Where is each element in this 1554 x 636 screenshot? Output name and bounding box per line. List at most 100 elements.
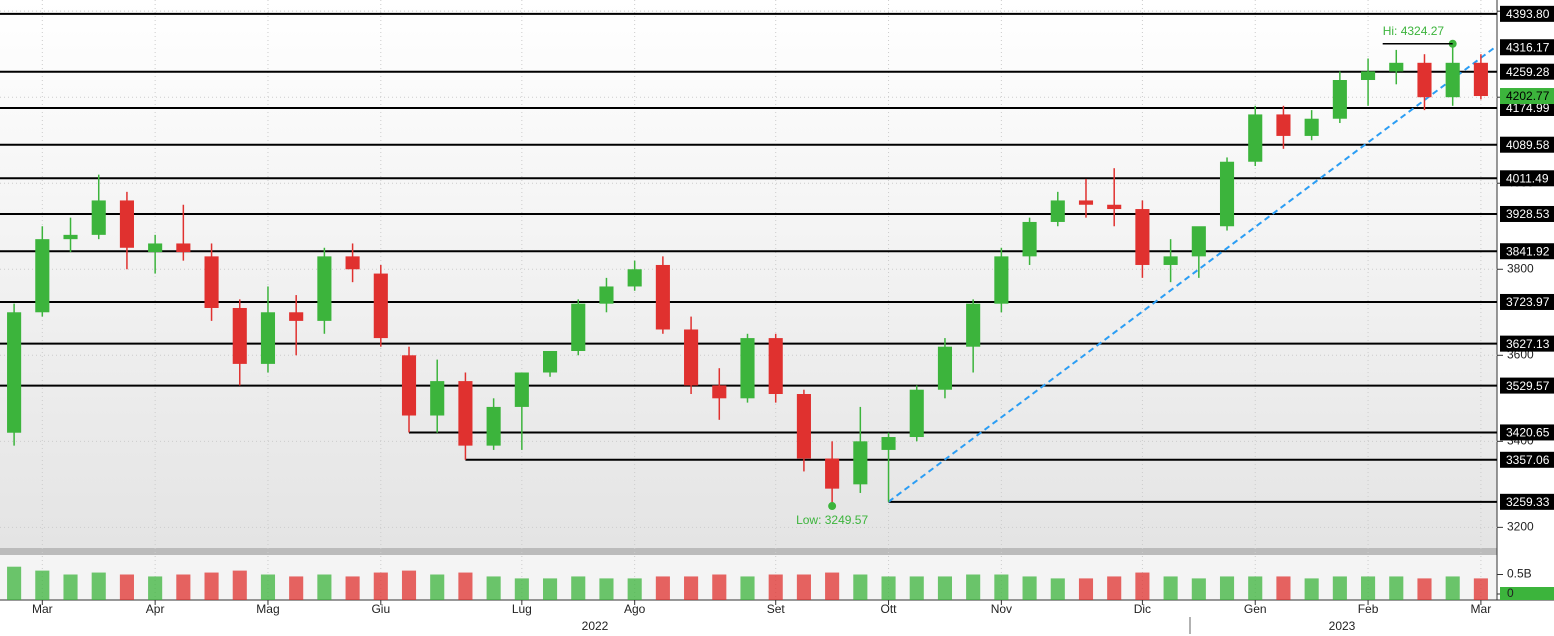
candle-body [148,243,163,253]
volume-bar [796,574,811,600]
plot-bg [0,0,1497,548]
candle-body [91,200,106,235]
candle-body [1107,204,1122,210]
volume-tag-box [1500,587,1554,600]
volume-bar [627,578,642,600]
low-label: Low: 3249.57 [796,513,868,527]
volume-bar [1191,578,1206,600]
candle-body [599,286,614,304]
x-tick-label: Ago [624,602,646,616]
candle-body [486,406,501,446]
volume-bar [119,574,134,600]
trend-tag-box [1500,39,1554,56]
candle-body [909,389,924,438]
volume-bar [401,570,417,600]
candle-body [825,458,840,489]
candle-body [853,441,868,485]
candle-body [514,372,529,407]
volume-bar [486,576,501,600]
level-tag-box [1500,424,1554,441]
volume-bar [1332,576,1347,600]
volume-bar [1050,578,1065,600]
candle-body [1191,226,1206,257]
candle-body [63,234,78,240]
candle-body [1417,62,1432,98]
volume-bar [317,574,332,600]
volume-bar [148,576,163,600]
year-label: 2023 [1329,619,1356,633]
candle-body [1332,80,1347,119]
level-tag: 3357.06 [1506,453,1550,467]
volume-bar [853,574,868,600]
volume-bar [289,576,304,600]
volume-tick-label: 0.5B [1507,567,1532,581]
volume-bar [345,576,360,600]
volume-bar [373,572,388,600]
volume-bar [1022,576,1037,600]
level-tag: 3841.92 [1506,244,1550,258]
candle-body [768,338,783,395]
candle-body [655,264,670,330]
candle-body [571,303,586,351]
candle-body [1219,161,1235,227]
volume-bar [937,576,953,600]
candle-body [317,256,332,321]
candle-body [1389,62,1404,72]
volume-bar [571,576,586,600]
pane-separator [0,548,1497,555]
level-tag: 4089.58 [1506,138,1550,152]
candle-body [458,381,473,446]
candle-body [1473,62,1488,97]
x-tick-label: Set [767,602,786,616]
level-tag: 3529.57 [1506,379,1550,393]
candle-body [796,394,811,459]
candle-body [232,307,247,364]
level-tag-box [1500,451,1554,468]
candle-body [542,350,558,373]
candle-body [1135,209,1150,265]
volume-bar [1304,578,1319,600]
candle-body [712,385,727,399]
volume-bar [909,576,924,600]
last-price-tag: 4202.77 [1506,89,1550,103]
candle-body [937,346,953,390]
level-tag-box [1500,63,1554,80]
level-tag-box [1500,243,1554,260]
volume-bar [1473,578,1488,600]
level-tag: 4174.99 [1506,101,1550,115]
candle-body [684,329,699,386]
candle-body [1163,256,1178,265]
candle-body [881,437,896,450]
y-tick-label: 3800 [1507,261,1534,275]
x-tick-label: Lug [512,602,532,616]
volume-bar [63,574,78,600]
candle-body [401,355,417,416]
candle-body [740,338,755,399]
x-tick-label: Gen [1244,602,1267,616]
level-tag: 3723.97 [1506,295,1550,309]
volume-bar [542,578,558,600]
trendline [887,46,1496,503]
candle-body [1276,114,1291,136]
level-tag-box [1500,293,1554,310]
volume-tick-label: 0 [1507,586,1514,600]
volume-bar [1135,572,1150,600]
volume-bar [684,576,699,600]
year-label: 2022 [582,619,609,633]
low-marker [828,502,837,511]
last-price-tag-box [1500,88,1554,105]
volume-bar [176,574,191,600]
x-tick-label: Dic [1134,602,1151,616]
volume-bar [1361,576,1376,600]
candle-body [176,243,191,253]
x-tick-label: Apr [146,602,165,616]
level-tag: 4259.28 [1506,65,1550,79]
volume-bar [260,574,276,600]
candle-body [1022,221,1037,257]
candle-body [35,239,50,313]
volume-bar [1078,578,1094,600]
candle-body [430,381,445,416]
candle-body [966,303,981,347]
candle-body [260,312,276,364]
